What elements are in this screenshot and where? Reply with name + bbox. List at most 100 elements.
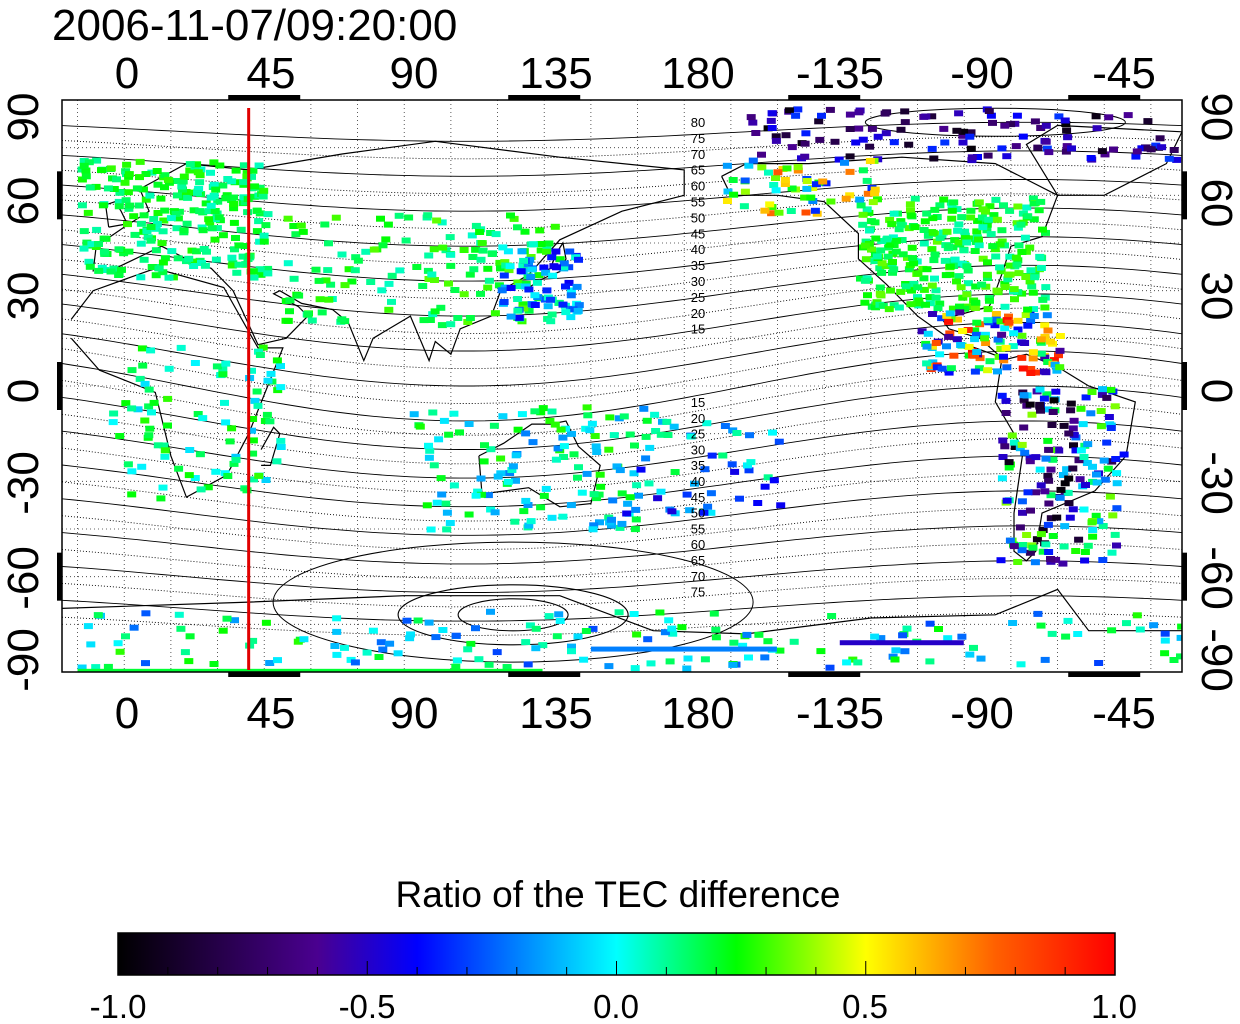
tec-patch bbox=[1079, 506, 1089, 513]
tec-patch bbox=[1099, 457, 1109, 464]
tec-patch bbox=[929, 257, 939, 264]
tec-patch bbox=[218, 366, 228, 372]
tec-patch bbox=[1013, 317, 1023, 324]
tec-patch bbox=[1001, 397, 1011, 404]
tec-patch bbox=[451, 632, 461, 639]
tec-patch bbox=[1079, 454, 1089, 460]
tec-patch bbox=[406, 631, 415, 638]
left-tick-bar bbox=[57, 552, 62, 601]
tec-patch bbox=[236, 226, 246, 233]
tec-patch bbox=[1176, 634, 1182, 641]
tec-patch bbox=[225, 438, 235, 445]
tec-patch bbox=[986, 112, 996, 119]
tec-patch bbox=[1132, 612, 1142, 619]
tec-patch bbox=[966, 145, 976, 152]
tec-patch bbox=[530, 302, 540, 308]
tec-patch bbox=[1050, 361, 1060, 368]
tec-patch bbox=[1041, 138, 1051, 145]
tec-patch bbox=[913, 270, 923, 277]
tec-patch bbox=[1096, 423, 1106, 430]
tec-patch bbox=[198, 227, 208, 234]
tec-patch bbox=[261, 619, 271, 626]
tec-patch bbox=[776, 502, 786, 509]
tec-patch bbox=[1046, 515, 1056, 522]
tec-patch bbox=[806, 194, 816, 201]
tec-patch bbox=[1071, 447, 1081, 454]
tec-patch bbox=[604, 446, 614, 453]
tec-patch bbox=[541, 269, 551, 276]
tec-patch bbox=[935, 202, 945, 209]
tec-patch bbox=[184, 255, 194, 262]
tec-patch bbox=[471, 625, 480, 632]
tec-patch bbox=[1112, 480, 1122, 487]
tec-patch bbox=[1075, 476, 1085, 483]
tec-patch bbox=[484, 661, 494, 668]
tec-patch bbox=[596, 483, 606, 490]
tec-patch bbox=[1025, 278, 1035, 285]
tec-patch bbox=[1026, 366, 1036, 372]
bottom-tick-label: -45 bbox=[1092, 689, 1156, 738]
tec-patch bbox=[870, 258, 880, 265]
tec-patch bbox=[1020, 234, 1030, 241]
tec-patch bbox=[195, 179, 205, 186]
tec-patch bbox=[1088, 463, 1097, 470]
tec-patch bbox=[922, 360, 932, 367]
tec-patch bbox=[254, 162, 264, 169]
tec-patch bbox=[1015, 445, 1025, 452]
tec-ratio-patches bbox=[77, 106, 1182, 672]
tec-patch bbox=[1030, 274, 1040, 281]
tec-patch bbox=[163, 422, 172, 429]
tec-patch bbox=[212, 363, 222, 370]
tec-patch bbox=[891, 248, 901, 255]
tec-patch bbox=[1029, 216, 1039, 223]
tec-patch bbox=[1036, 350, 1046, 357]
tec-patch bbox=[962, 263, 972, 270]
tec-patch bbox=[1068, 465, 1078, 472]
tec-patch bbox=[845, 126, 855, 132]
tec-patch bbox=[1009, 286, 1019, 293]
tec-patch bbox=[1043, 359, 1053, 365]
tec-patch bbox=[996, 268, 1006, 275]
tec-patch bbox=[114, 198, 124, 205]
tec-patch bbox=[760, 207, 770, 214]
polar-contour bbox=[272, 541, 754, 663]
tec-patch bbox=[976, 655, 986, 662]
contour-label: 35 bbox=[691, 258, 705, 273]
tec-patch bbox=[555, 617, 565, 624]
tec-patch bbox=[959, 128, 969, 135]
tec-patch bbox=[927, 113, 937, 120]
magnetic-contour bbox=[62, 542, 1182, 579]
tec-patch bbox=[1067, 145, 1076, 152]
left-tick-label: -90 bbox=[0, 628, 48, 692]
tec-patch bbox=[231, 167, 241, 174]
coastline bbox=[92, 140, 685, 363]
tec-patch bbox=[344, 266, 354, 273]
tec-patch bbox=[801, 209, 811, 216]
tec-patch bbox=[85, 184, 95, 191]
tec-patch bbox=[729, 191, 739, 198]
tec-patch bbox=[1047, 630, 1057, 637]
tec-patch bbox=[581, 628, 591, 634]
tec-patch bbox=[127, 405, 137, 412]
tec-patch bbox=[1098, 557, 1108, 563]
tec-patch bbox=[802, 178, 812, 184]
tec-patch bbox=[958, 139, 968, 146]
tec-patch bbox=[928, 215, 938, 222]
tec-patch bbox=[1063, 134, 1073, 141]
tec-patch bbox=[919, 227, 929, 233]
tec-patch bbox=[465, 315, 475, 321]
tec-patch bbox=[1013, 224, 1023, 231]
tec-patch bbox=[1044, 549, 1054, 555]
tec-patch bbox=[925, 620, 935, 627]
tec-patch bbox=[307, 317, 317, 324]
tec-patch bbox=[1016, 661, 1026, 668]
tec-patch bbox=[760, 654, 770, 661]
tec-patch bbox=[1059, 543, 1069, 550]
tec-patch bbox=[677, 624, 687, 631]
tec-patch bbox=[193, 411, 203, 417]
bottom-tick-bar bbox=[788, 672, 861, 677]
tec-patch bbox=[939, 196, 949, 203]
tec-patch bbox=[707, 452, 717, 459]
tec-patch bbox=[950, 256, 960, 263]
tec-patch bbox=[256, 271, 266, 278]
